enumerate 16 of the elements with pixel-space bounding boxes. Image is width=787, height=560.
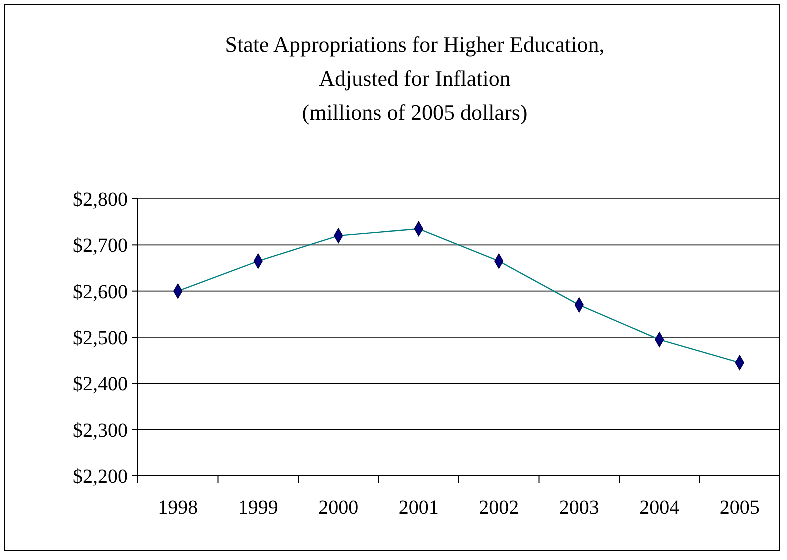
x-tick-label: 2003 <box>559 497 600 519</box>
y-tick-label: $2,800 <box>73 189 128 211</box>
x-tick-label: 2000 <box>318 497 359 519</box>
y-tick-label: $2,600 <box>73 281 128 304</box>
y-tick-label: $2,300 <box>73 420 128 442</box>
x-tick-label: 2001 <box>398 497 439 519</box>
x-tick-label: 2004 <box>640 497 680 519</box>
x-tick-label: 1999 <box>238 497 278 519</box>
x-tick-label: 1998 <box>158 497 198 519</box>
y-tick-label: $2,400 <box>73 374 128 396</box>
x-tick-label: 2005 <box>720 497 760 519</box>
x-tick-label: 2002 <box>479 497 520 519</box>
y-tick-label: $2,500 <box>73 328 128 350</box>
y-tick-label: $2,700 <box>73 235 128 258</box>
y-tick-label: $2,200 <box>73 466 128 488</box>
chart-title: State Appropriations for Higher Education, Adjusted for Inflation (millions of 2005 dollars) <box>225 32 605 125</box>
